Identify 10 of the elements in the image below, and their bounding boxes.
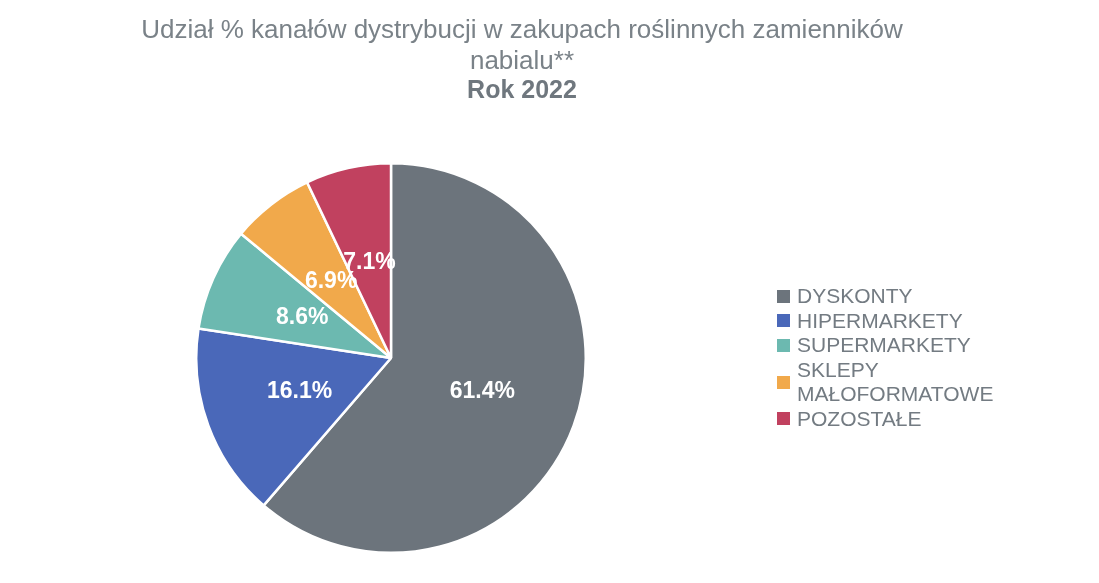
legend-label: HIPERMARKETY bbox=[797, 308, 964, 333]
legend-label: POZOSTAŁE bbox=[797, 406, 923, 431]
legend-label: DYSKONTY bbox=[797, 284, 914, 309]
chart-title: Udział % kanałów dystrybucji w zakupach roślinnych zamienników nabialu** bbox=[140, 14, 904, 76]
data-label: 16.1% bbox=[267, 377, 333, 404]
legend-label: SKLEPY MAŁOFORMATOWE bbox=[797, 357, 995, 407]
legend-label: SUPERMARKETY bbox=[797, 333, 972, 358]
chart-subtitle: Rok 2022 bbox=[466, 74, 578, 104]
data-label: 61.4% bbox=[449, 377, 515, 404]
data-label: 8.6% bbox=[275, 303, 329, 330]
